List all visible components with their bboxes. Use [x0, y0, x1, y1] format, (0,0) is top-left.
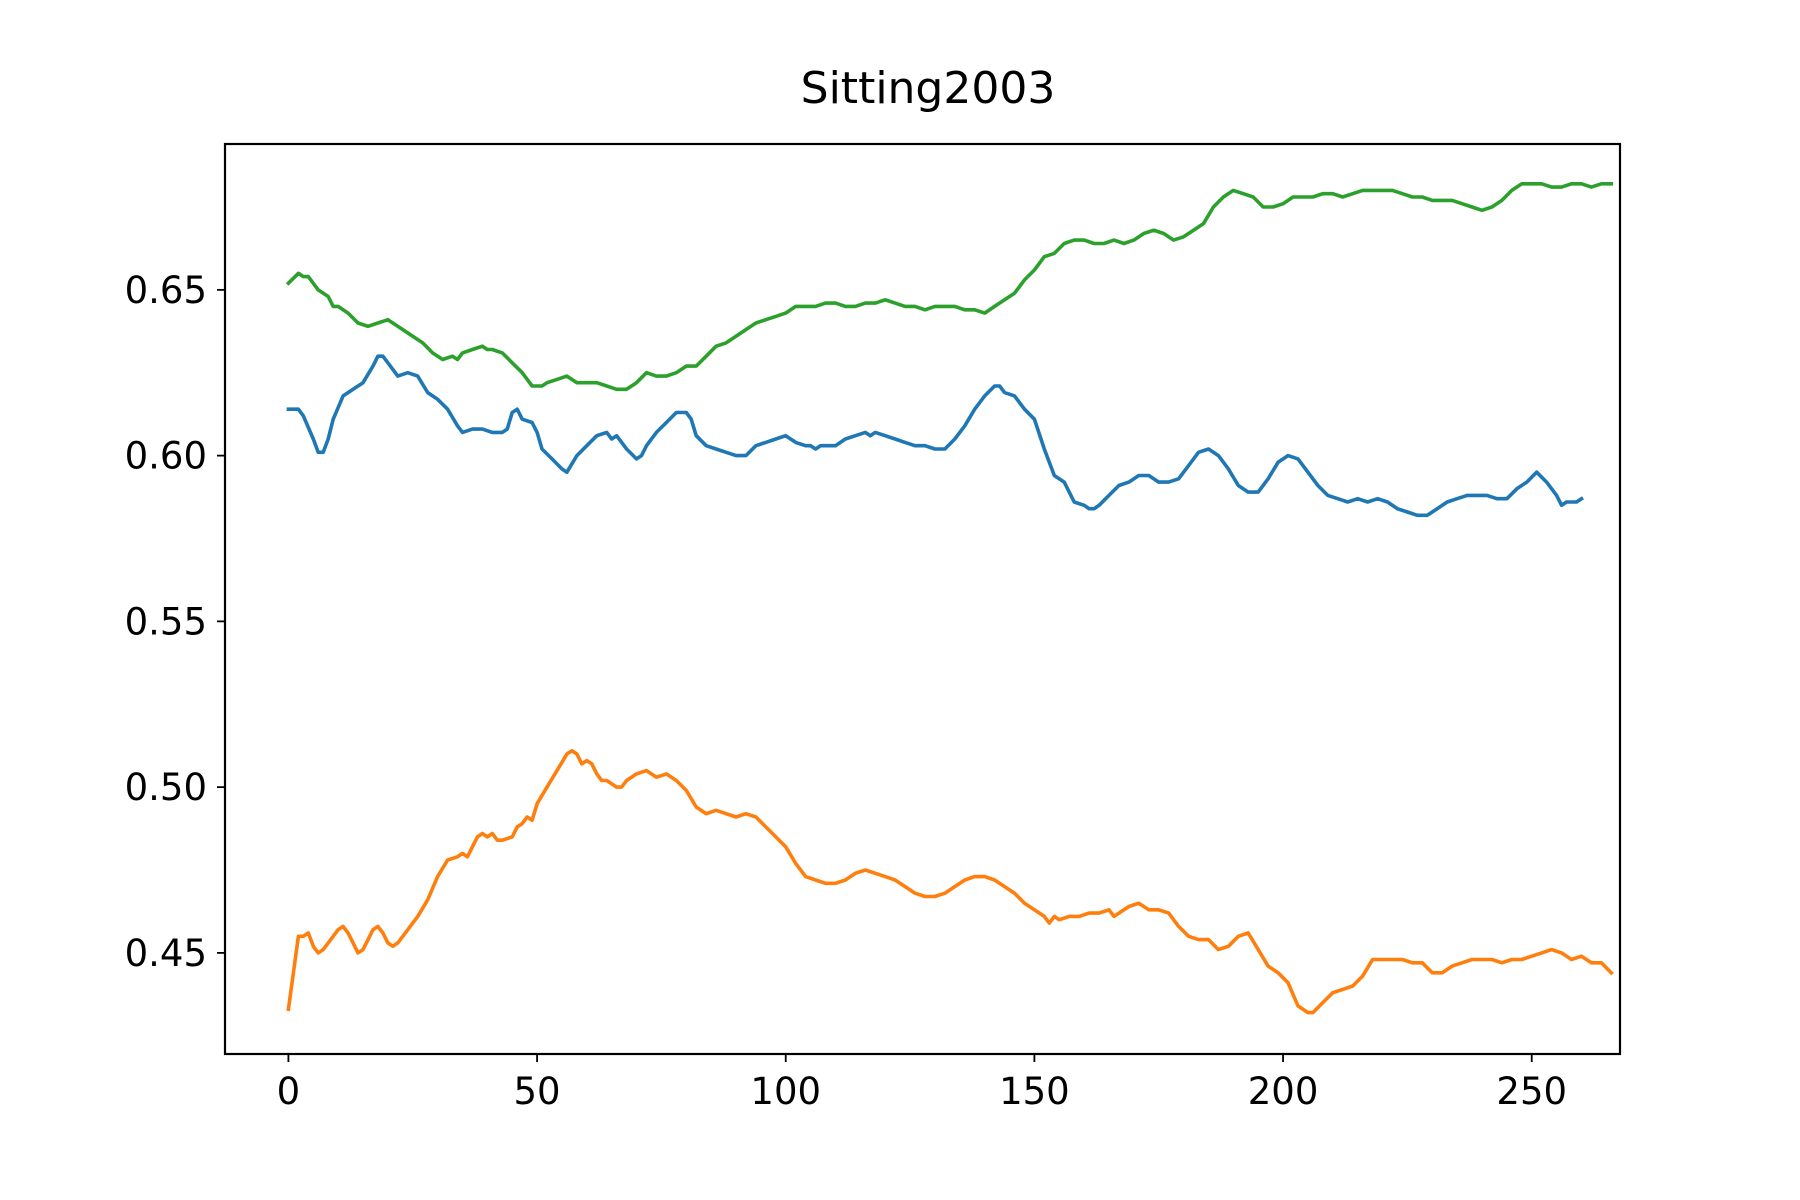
x-tick-label: 200: [1248, 1070, 1319, 1113]
x-tick-label: 0: [277, 1070, 301, 1113]
y-tick-label: 0.55: [125, 600, 207, 643]
y-tick-label: 0.60: [125, 435, 207, 478]
plot-frame: [223, 142, 1622, 1056]
series-line-2: [286, 748, 1614, 1015]
x-tick-label: 50: [514, 1070, 561, 1113]
plot-layer: [285, 182, 1614, 1015]
x-tick-label: 250: [1496, 1070, 1567, 1113]
axis-layer: 0 50 100 150 200 250 0.45 0.50 0.55 0.60 0.65: [125, 269, 1567, 1113]
x-tick-label: 100: [750, 1070, 821, 1113]
y-tick-label: 0.50: [125, 766, 207, 809]
y-tick-label: 0.65: [125, 269, 207, 312]
x-tick-label: 150: [999, 1070, 1070, 1113]
series-line-1: [286, 354, 1584, 518]
chart-title: Sitting2003: [801, 63, 1056, 114]
y-tick-label: 0.45: [125, 932, 207, 975]
series-line-3: [285, 182, 1614, 392]
